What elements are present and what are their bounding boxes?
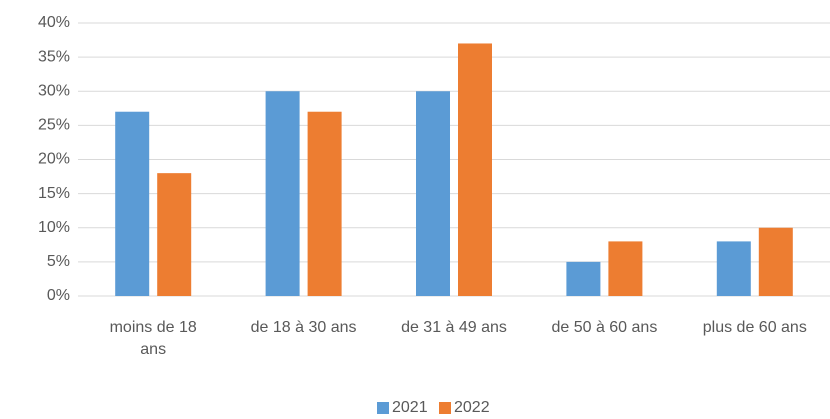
- legend-swatch: [377, 402, 389, 414]
- y-tick-label: 40%: [38, 14, 70, 31]
- x-tick-label: plus de 60 ans: [702, 319, 807, 336]
- bar: [608, 241, 643, 296]
- legend-label: 2021: [392, 399, 428, 416]
- y-tick-label: 30%: [38, 82, 70, 99]
- y-tick-label: 25%: [38, 117, 70, 134]
- bar: [758, 227, 793, 296]
- x-tick-label: moins de 18 ans: [109, 319, 197, 358]
- y-tick-label: 15%: [38, 185, 70, 202]
- bar: [157, 173, 192, 296]
- bar: [265, 91, 300, 296]
- x-tick-label: de 50 à 60 ans: [551, 319, 658, 336]
- bar: [115, 111, 150, 296]
- y-tick-label: 35%: [38, 48, 70, 65]
- y-tick-label: 0%: [47, 287, 70, 304]
- legend-label: 2022: [454, 399, 490, 416]
- y-tick-label: 5%: [47, 253, 70, 270]
- bar: [307, 111, 342, 296]
- y-tick-label: 20%: [38, 151, 70, 168]
- y-tick-label: 10%: [38, 219, 70, 236]
- bar: [458, 43, 492, 296]
- bar: [566, 261, 601, 296]
- x-tick-label: de 18 à 30 ans: [250, 319, 357, 336]
- bar: [716, 241, 751, 296]
- bar: [416, 91, 450, 296]
- legend-swatch: [439, 402, 451, 414]
- x-tick-label: de 31 à 49 ans: [401, 319, 507, 336]
